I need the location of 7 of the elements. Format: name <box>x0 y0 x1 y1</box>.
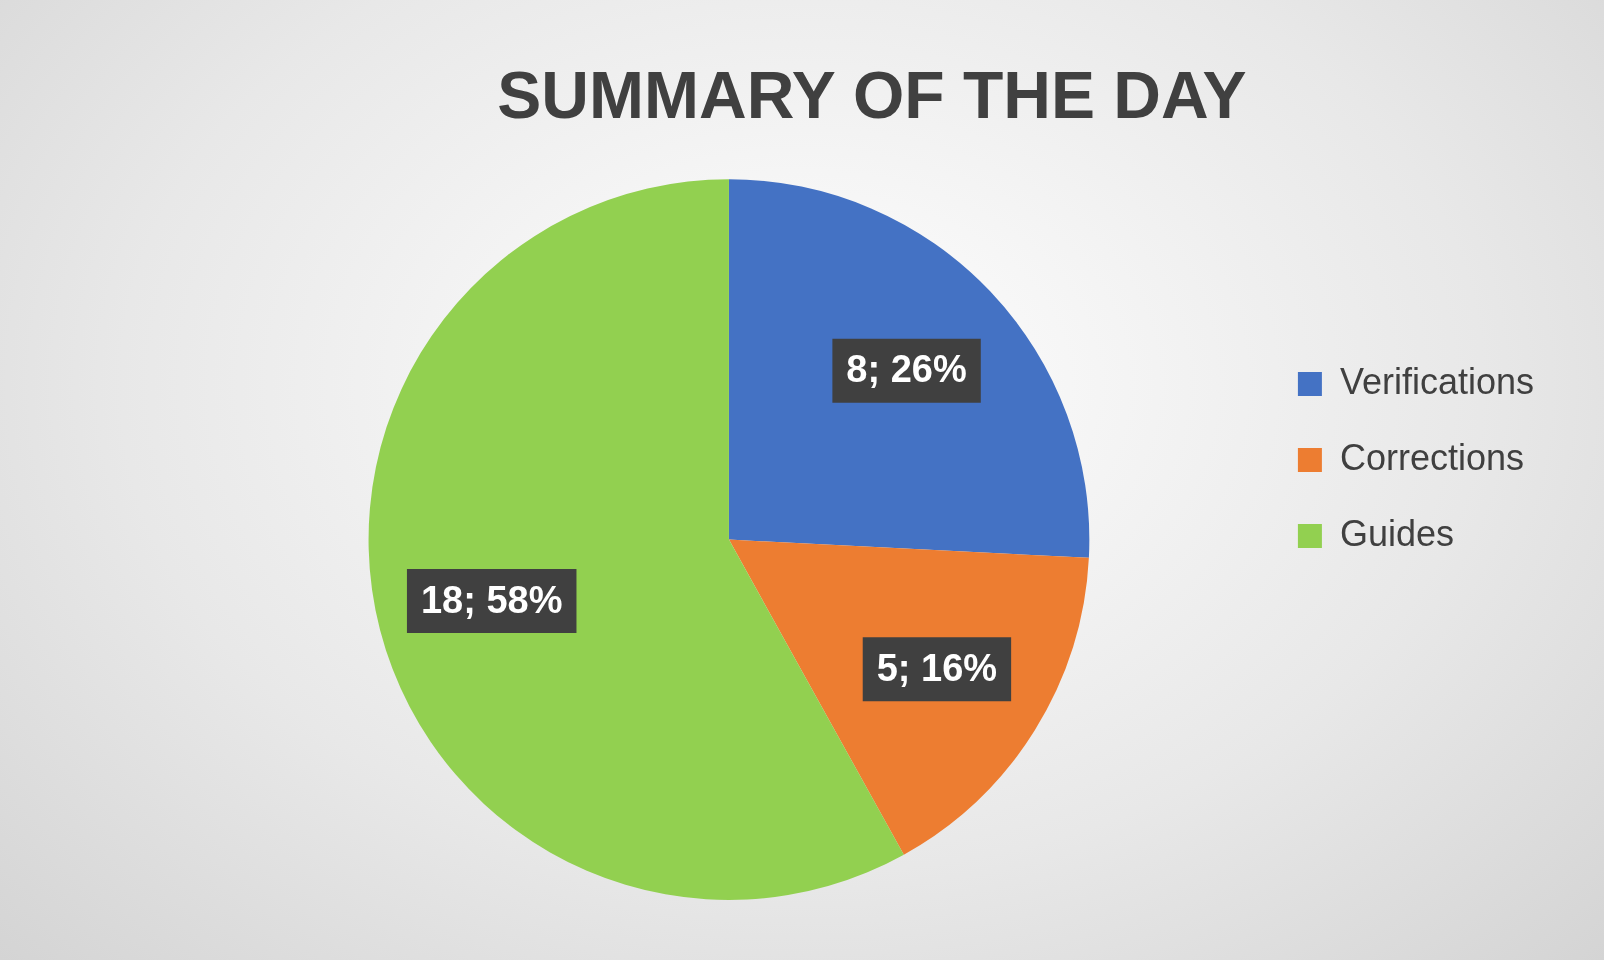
data-label: 8; 26% <box>846 348 967 391</box>
data-label: 18; 58% <box>420 578 563 621</box>
legend-label: Corrections <box>1339 436 1524 478</box>
legend-label: Verifications <box>1339 360 1535 402</box>
data-label: 5; 16% <box>876 646 998 689</box>
chart-title: SUMMARY OF THE DAY <box>497 57 1247 132</box>
legend-label: Guides <box>1339 512 1454 554</box>
